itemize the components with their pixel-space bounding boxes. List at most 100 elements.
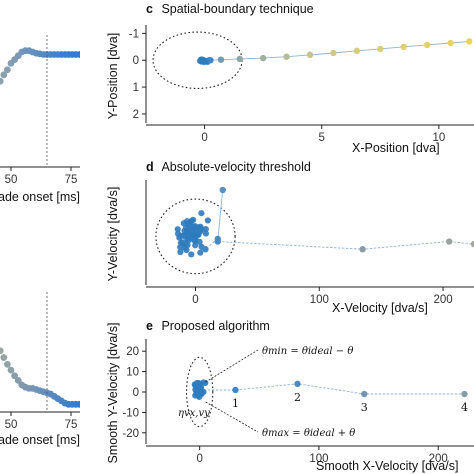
panel-c-path-point-10 (423, 41, 431, 49)
panel-e-y-tick-label-4: 20 (126, 346, 139, 358)
panel-c-letter: c (146, 2, 153, 16)
panel-c-y-tick-label-3: 2 (133, 109, 139, 121)
panel-e-point-label-1: 1 (232, 397, 239, 410)
panel-d-letter: d (146, 160, 154, 174)
panel-e-point-label-3: 3 (361, 401, 368, 414)
panel-d-y-label: Y-Velocity [dva/s] (106, 187, 120, 282)
panel-d-cluster-point (184, 232, 191, 240)
panel-d-title-text: Absolute-velocity threshold (161, 160, 310, 174)
panel-d-cluster-point (192, 242, 199, 249)
panel-d-path-point-2 (219, 186, 226, 194)
panel-e: e Proposed algorithm 0 100 200 -20 -10 0 10 20 1… (106, 319, 474, 473)
left-bottom-x-tick-label-1: 75 (65, 419, 78, 431)
left-bottom-point-8 (0, 354, 8, 361)
left-bottom-x-label: ade onset [ms] (0, 433, 80, 447)
panel-e-theta-min-line (205, 349, 259, 383)
panel-d-cluster-point (197, 249, 204, 256)
panel-e-x-label: Smooth X-Velocity [dva/s] (316, 459, 458, 473)
panel-c-y-tick-label-2: 1 (133, 82, 139, 94)
left-top-x-tick-label-0: 50 (5, 174, 18, 186)
panel-c-path-point-3 (259, 54, 267, 62)
panel-c-path-point-9 (400, 43, 407, 50)
panel-c-cluster-point (198, 58, 205, 65)
panel-d-path-point-4 (359, 246, 366, 253)
panel-e-cluster-point (193, 379, 201, 387)
panel-e-theta-max-annotation: θmax = θideal + θ (262, 428, 355, 439)
panel-left-top: 50 75 ade onset [ms] (0, 35, 80, 204)
panel-e-path-point-0 (232, 386, 239, 394)
left-bottom-point-7 (0, 347, 4, 355)
panel-c-y-tick-label-0: -1 (129, 28, 139, 40)
panel-e-path-point-1 (294, 380, 301, 388)
panel-d-cluster-point (174, 226, 181, 233)
left-top-point-9 (4, 66, 11, 74)
panel-d-path-point-5 (446, 238, 453, 245)
panel-c: c Spatial-boundary technique 0 5 10 -1 0 1 2 X… (106, 2, 474, 155)
panel-d-cluster-point (191, 230, 198, 237)
panel-d-x-tick-label-0: 0 (192, 294, 198, 306)
panel-c-y-tick-label-1: 0 (133, 55, 139, 67)
left-bottom-point-11 (11, 372, 18, 380)
panel-e-path-point-3 (461, 390, 468, 398)
panel-d-path-point-0 (202, 246, 209, 253)
left-top-point-29 (76, 51, 80, 58)
panel-left-bottom: 50 75 ade onset [ms] (0, 292, 80, 447)
left-top-x-tick-label-1: 75 (65, 174, 78, 186)
panel-d-boundary-circle (155, 198, 236, 275)
panel-e-boundary-circle (186, 356, 214, 428)
panel-d-cluster-point (176, 234, 183, 241)
left-bottom-x-tick-label-0: 50 (5, 419, 18, 431)
panel-d-cluster-point (202, 230, 209, 237)
panel-e-point-label-2: 2 (294, 391, 301, 404)
panel-e-theta-min-annotation: θmin = θideal − θ (262, 346, 353, 357)
panel-d-path-point-6 (470, 240, 474, 248)
panel-e-trajectory (199, 383, 465, 395)
panel-e-y-label: Smooth Y-Velocity [dva/s] (106, 322, 120, 463)
panel-c-path-point-12 (466, 38, 473, 45)
panel-d-cluster-point (204, 217, 211, 224)
panel-d-x-label: X-Velocity [dva/s] (332, 301, 428, 315)
panel-c-path-point-0 (207, 57, 214, 64)
left-top-x-label: ade onset [ms] (0, 190, 80, 204)
panel-c-title-text: Spatial-boundary technique (161, 2, 313, 16)
panel-d: d Absolute-velocity threshold 0 100 200 X-… (106, 160, 474, 315)
left-bottom-point-10 (7, 366, 15, 374)
panel-e-cluster-point (193, 387, 200, 394)
panel-d-cluster-point (196, 238, 203, 245)
panel-c-x-tick-label-1: 5 (319, 132, 325, 144)
panel-e-eta-annotation: ηvx,vy (178, 408, 210, 419)
panel-d-trajectory (191, 189, 474, 250)
panel-c-y-label: Y-Position [dva] (106, 33, 120, 119)
panel-e-x-tick-label-0: 0 (196, 453, 202, 465)
panel-c-path-point-4 (283, 53, 290, 60)
panel-e-x-tick-label-1: 100 (309, 453, 328, 465)
panel-c-path-point-1 (217, 56, 225, 63)
panel-c-path-point-2 (236, 55, 243, 63)
panel-d-title: d Absolute-velocity threshold (146, 160, 311, 174)
panel-e-point-label-4: 4 (461, 401, 468, 414)
panel-e-path-point-2 (361, 390, 368, 398)
panel-d-cluster-point (188, 251, 195, 258)
panel-e-title-text: Proposed algorithm (161, 319, 269, 333)
left-bottom-point-12 (14, 376, 22, 384)
panel-d-cluster-point (177, 248, 184, 256)
panel-e-y-tick-label-2: 0 (133, 387, 139, 399)
panel-e-theta-max-line (205, 401, 259, 433)
panel-e-cluster-point (192, 392, 199, 399)
panel-e-title: e Proposed algorithm (146, 319, 270, 333)
panel-c-path-point-8 (377, 45, 384, 53)
panel-e-y-tick-label-0: -20 (122, 428, 139, 440)
panel-c-path-point-11 (447, 39, 454, 47)
left-top-point-7 (0, 77, 4, 85)
panel-e-x-tick-label-2: 200 (429, 453, 448, 465)
panel-d-x-tick-label-1: 100 (310, 294, 329, 306)
panel-c-path-point-6 (330, 49, 337, 57)
panel-e-letter: e (146, 319, 153, 333)
left-top-point-8 (0, 71, 8, 79)
panel-d-cluster-point (198, 210, 205, 217)
panel-d-path-point-3 (214, 238, 221, 245)
panel-c-x-tick-label-0: 0 (201, 132, 207, 144)
panel-c-x-tick-label-2: 10 (432, 132, 445, 144)
panel-e-y-tick-label-1: -10 (122, 407, 139, 419)
